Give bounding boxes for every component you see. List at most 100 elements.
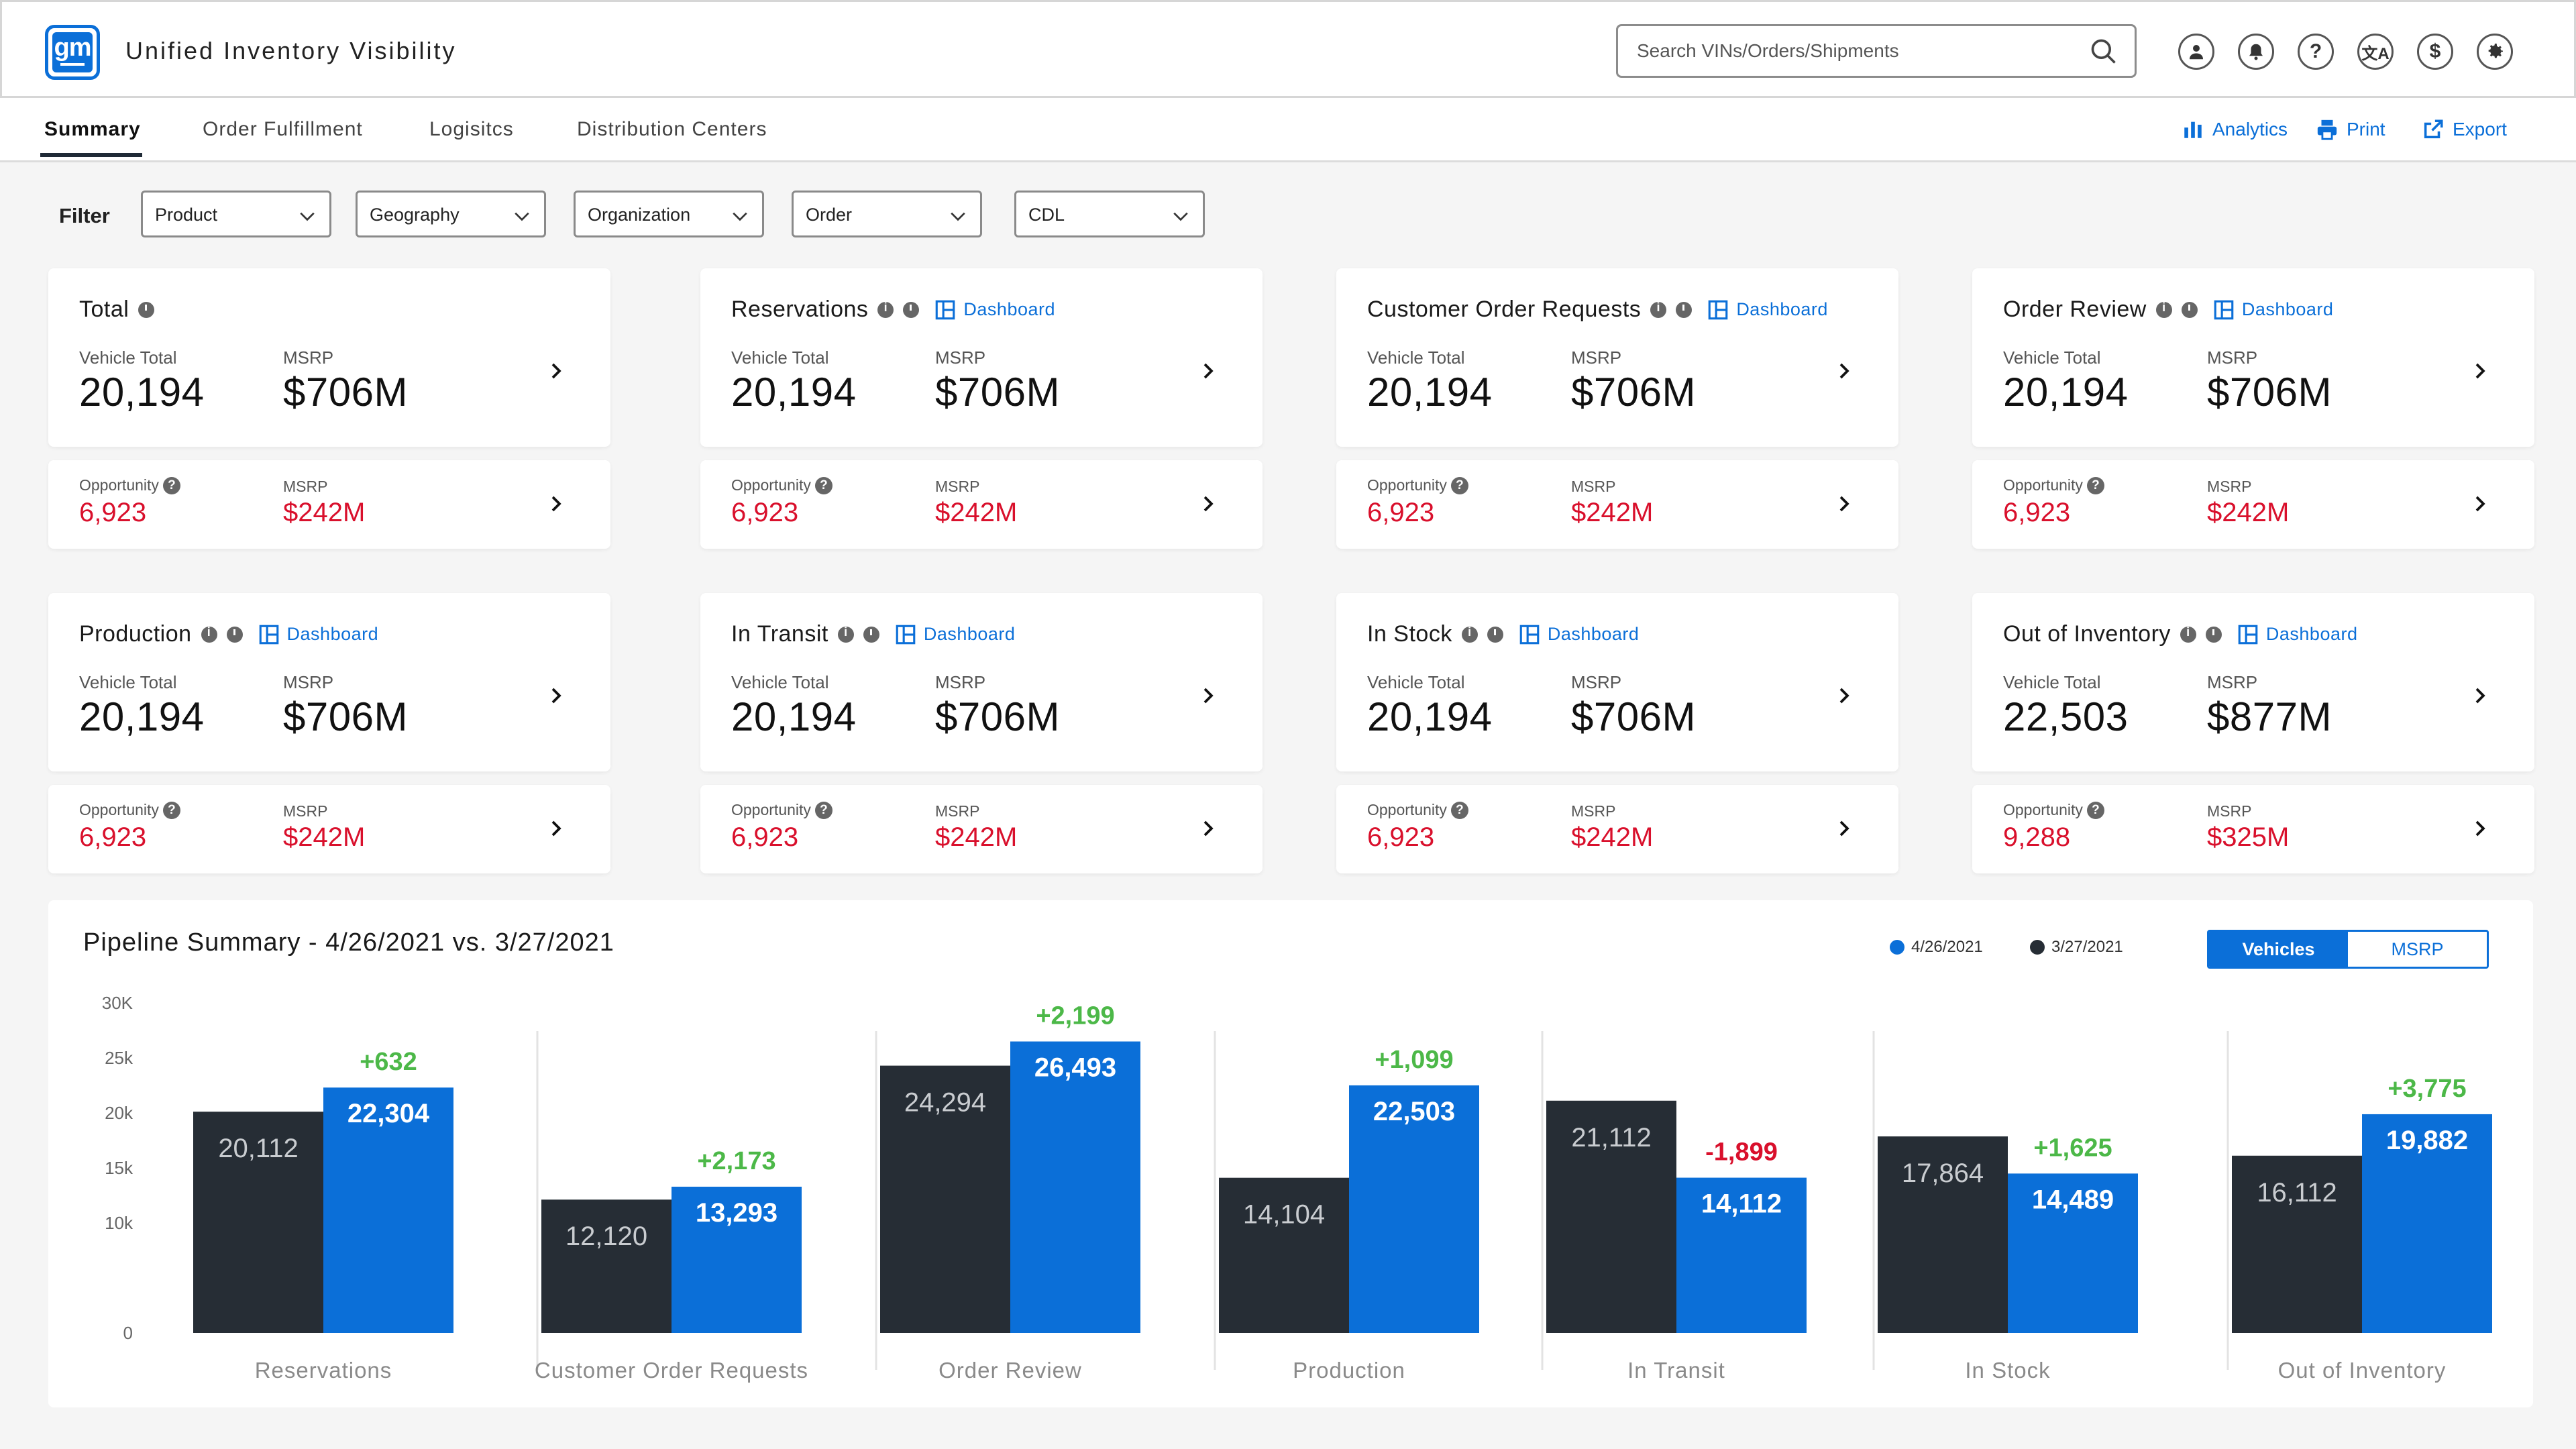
vehicle-total-value: 20,194 xyxy=(79,694,205,739)
chevron-right-icon[interactable] xyxy=(546,494,566,514)
help-circle-icon[interactable]: ? xyxy=(1450,476,1468,494)
kpi-card[interactable]: Production Dashboard Vehicle Total MSRP 20,1… xyxy=(48,593,610,771)
filter-dropdown-1[interactable]: Geography xyxy=(356,191,546,237)
chevron-right-icon[interactable] xyxy=(546,818,566,839)
help-icon[interactable]: ? xyxy=(2298,34,2334,70)
clock-icon[interactable] xyxy=(903,301,920,318)
chevron-right-icon[interactable] xyxy=(1834,361,1854,381)
kpi-card[interactable]: Total Vehicle Total MSRP 20,194 $706M xyxy=(48,268,610,447)
kpi-card[interactable]: Customer Order Requests Dashboard Vehicle … xyxy=(1336,268,1898,447)
opportunity-msrp-value: $325M xyxy=(2207,822,2290,852)
user-icon[interactable] xyxy=(2178,34,2214,70)
dashboard-link[interactable]: Dashboard xyxy=(2212,299,2334,321)
opportunity-value: 6,923 xyxy=(79,822,147,852)
legend-dot-current xyxy=(1890,940,1904,955)
opportunity-card[interactable]: Opportunity? MSRP 6,923 $242M xyxy=(1336,785,1898,873)
dashboard-link[interactable]: Dashboard xyxy=(2237,623,2358,646)
print-button[interactable]: Print xyxy=(2316,118,2385,141)
kpi-card[interactable]: Reservations Dashboard Vehicle Total MSRP 20… xyxy=(700,268,1263,447)
dashboard-link[interactable]: Dashboard xyxy=(1707,299,1828,321)
toggle-msrp-button[interactable]: MSRP xyxy=(2348,932,2487,967)
chevron-right-icon[interactable] xyxy=(546,361,566,381)
tab-logistics[interactable]: Logisitcs xyxy=(429,118,514,140)
filter-label: Filter xyxy=(59,204,110,227)
chevron-right-icon[interactable] xyxy=(2470,494,2490,514)
chevron-right-icon[interactable] xyxy=(1834,686,1854,706)
opportunity-label: Opportunity? xyxy=(731,476,833,494)
info-icon[interactable] xyxy=(1461,625,1478,643)
filter-dropdown-2[interactable]: Organization xyxy=(574,191,764,237)
clock-icon[interactable] xyxy=(2181,301,2198,318)
chevron-right-icon[interactable] xyxy=(2470,818,2490,839)
dashboard-link[interactable]: Dashboard xyxy=(258,623,379,646)
info-icon[interactable] xyxy=(2180,625,2196,643)
currency-icon[interactable]: $ xyxy=(2417,34,2453,70)
msrp-value: $706M xyxy=(2207,370,2332,415)
opportunity-card[interactable]: Opportunity? MSRP 6,923 $242M xyxy=(700,785,1263,873)
clock-icon[interactable] xyxy=(1487,626,1503,643)
filter-dropdown-3[interactable]: Order xyxy=(792,191,982,237)
opportunity-msrp-label: MSRP xyxy=(1571,802,1616,820)
opportunity-card[interactable]: Opportunity? MSRP 6,923 $242M xyxy=(48,460,610,549)
help-circle-icon[interactable]: ? xyxy=(162,801,180,819)
help-circle-icon[interactable]: ? xyxy=(2086,476,2104,494)
help-circle-icon[interactable]: ? xyxy=(2086,801,2104,819)
dashboard-link-label: Dashboard xyxy=(963,299,1056,319)
tab-order-fulfillment[interactable]: Order Fulfillment xyxy=(203,118,363,140)
card-title: In Stock Dashboard xyxy=(1367,621,1639,647)
opportunity-card[interactable]: Opportunity? MSRP 6,923 $242M xyxy=(48,785,610,873)
opportunity-card[interactable]: Opportunity? MSRP 6,923 $242M xyxy=(1336,460,1898,549)
bar-label-current: 22,304 xyxy=(347,1099,430,1128)
clock-icon[interactable] xyxy=(138,301,155,318)
clock-icon[interactable] xyxy=(863,626,879,643)
export-button[interactable]: Export xyxy=(2422,118,2507,141)
chevron-right-icon[interactable] xyxy=(1198,361,1218,381)
chevron-right-icon[interactable] xyxy=(546,686,566,706)
translate-icon[interactable]: 文A xyxy=(2357,34,2394,70)
clock-icon[interactable] xyxy=(226,626,243,643)
settings-gear-icon[interactable] xyxy=(2477,34,2513,70)
help-circle-icon[interactable]: ? xyxy=(814,801,833,819)
chevron-right-icon[interactable] xyxy=(1198,494,1218,514)
filter-dropdown-4[interactable]: CDL xyxy=(1014,191,1205,237)
dashboard-link[interactable]: Dashboard xyxy=(1518,623,1640,646)
vehicle-total-label: Vehicle Total xyxy=(731,347,829,368)
dashboard-link[interactable]: Dashboard xyxy=(894,623,1016,646)
info-icon[interactable] xyxy=(837,625,854,643)
chevron-right-icon[interactable] xyxy=(1198,818,1218,839)
help-circle-icon[interactable]: ? xyxy=(814,476,833,494)
info-icon[interactable] xyxy=(201,625,217,643)
kpi-card[interactable]: In Transit Dashboard Vehicle Total MSRP 20,1… xyxy=(700,593,1263,771)
kpi-card[interactable]: Order Review Dashboard Vehicle Total MSRP 20… xyxy=(1972,268,2534,447)
toggle-vehicles-button[interactable]: Vehicles xyxy=(2209,932,2348,967)
app-header: gm Unified Inventory Visibility ? 文A $ xyxy=(0,0,2576,98)
legend-dot-previous xyxy=(2030,940,2045,955)
chevron-right-icon[interactable] xyxy=(1834,818,1854,839)
filter-dropdown-0[interactable]: Product xyxy=(141,191,331,237)
kpi-card[interactable]: In Stock Dashboard Vehicle Total MSRP 20,194… xyxy=(1336,593,1898,771)
info-icon[interactable] xyxy=(1650,301,1667,318)
info-icon[interactable] xyxy=(2155,301,2172,318)
tab-summary[interactable]: Summary xyxy=(44,118,141,140)
opportunity-card[interactable]: Opportunity? MSRP 9,288 $325M xyxy=(1972,785,2534,873)
help-circle-icon[interactable]: ? xyxy=(1450,801,1468,819)
opportunity-card[interactable]: Opportunity? MSRP 6,923 $242M xyxy=(1972,460,2534,549)
search-icon[interactable] xyxy=(2089,37,2118,66)
tab-distribution-centers[interactable]: Distribution Centers xyxy=(577,118,767,140)
chevron-down-icon xyxy=(300,212,315,221)
analytics-button[interactable]: Analytics xyxy=(2182,118,2288,141)
clock-icon[interactable] xyxy=(2205,626,2222,643)
info-icon[interactable] xyxy=(877,301,894,318)
dashboard-link[interactable]: Dashboard xyxy=(934,299,1055,321)
kpi-card[interactable]: Out of Inventory Dashboard Vehicle Total MS… xyxy=(1972,593,2534,771)
vehicle-total-value: 20,194 xyxy=(79,370,205,415)
chevron-right-icon[interactable] xyxy=(1834,494,1854,514)
help-circle-icon[interactable]: ? xyxy=(162,476,180,494)
notifications-bell-icon[interactable] xyxy=(2238,34,2274,70)
chevron-right-icon[interactable] xyxy=(1198,686,1218,706)
chevron-right-icon[interactable] xyxy=(2470,686,2490,706)
clock-icon[interactable] xyxy=(1676,301,1693,318)
opportunity-card[interactable]: Opportunity? MSRP 6,923 $242M xyxy=(700,460,1263,549)
chevron-right-icon[interactable] xyxy=(2470,361,2490,381)
search-input[interactable] xyxy=(1637,36,2080,66)
